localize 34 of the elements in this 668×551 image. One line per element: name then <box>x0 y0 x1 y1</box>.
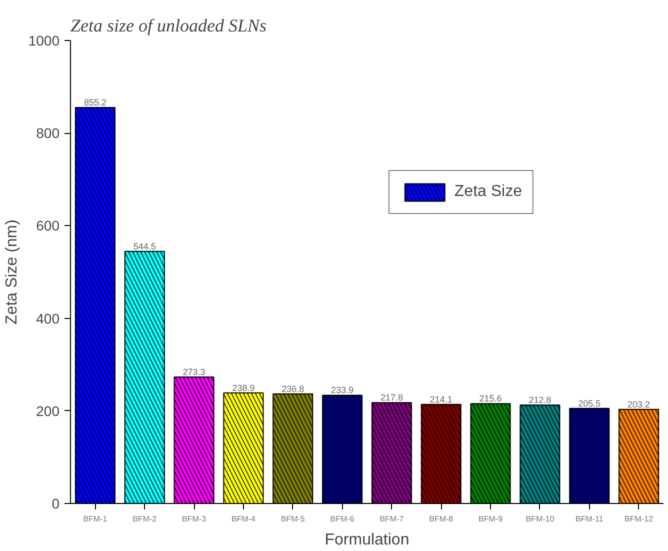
data-label: 238.9 <box>232 382 255 393</box>
x-axis-title: Formulation <box>324 532 410 548</box>
chart-title: Zeta size of unloaded SLNs <box>70 16 267 36</box>
x-tick-label: BFM-6 <box>330 514 355 524</box>
data-label: 273.3 <box>182 366 206 377</box>
data-label: 233.9 <box>331 385 354 396</box>
x-tick-label: BFM-10 <box>526 514 555 524</box>
data-label: 215.6 <box>479 394 502 404</box>
y-axis-title: Zeta Size (nm) <box>3 220 20 324</box>
data-label: 214.1 <box>430 394 452 404</box>
y-tick-label: 400 <box>36 310 60 326</box>
data-label: 205.5 <box>578 398 601 408</box>
x-tick-label: BFM-2 <box>132 514 158 524</box>
x-tick-label: BFM-12 <box>624 514 654 524</box>
data-label: 203.2 <box>628 399 650 410</box>
data-label: 855.2 <box>84 98 106 108</box>
y-tick-label: 200 <box>36 402 60 419</box>
y-tick-label: 0 <box>52 496 60 512</box>
x-tick-label: BFM-4 <box>231 514 256 524</box>
x-tick-label: BFM-7 <box>380 514 404 524</box>
y-tick-label: 600 <box>36 218 60 234</box>
data-label: 544.5 <box>133 241 156 252</box>
data-label: 217.8 <box>380 392 403 403</box>
x-tick-label: BFM-1 <box>83 514 108 524</box>
x-tick-label: BFM-9 <box>478 514 504 524</box>
x-tick-label: BFM-3 <box>182 514 207 524</box>
x-tick-label: BFM-8 <box>429 514 454 524</box>
data-label: 212.8 <box>528 394 552 405</box>
data-label: 236.8 <box>282 384 304 394</box>
legend-label: Zeta Size <box>454 183 522 201</box>
y-tick-label: 800 <box>36 125 60 142</box>
x-tick-label: BFM-11 <box>575 514 604 524</box>
y-tick-label: 1000 <box>28 32 60 48</box>
x-tick-label: BFM-5 <box>280 514 306 524</box>
